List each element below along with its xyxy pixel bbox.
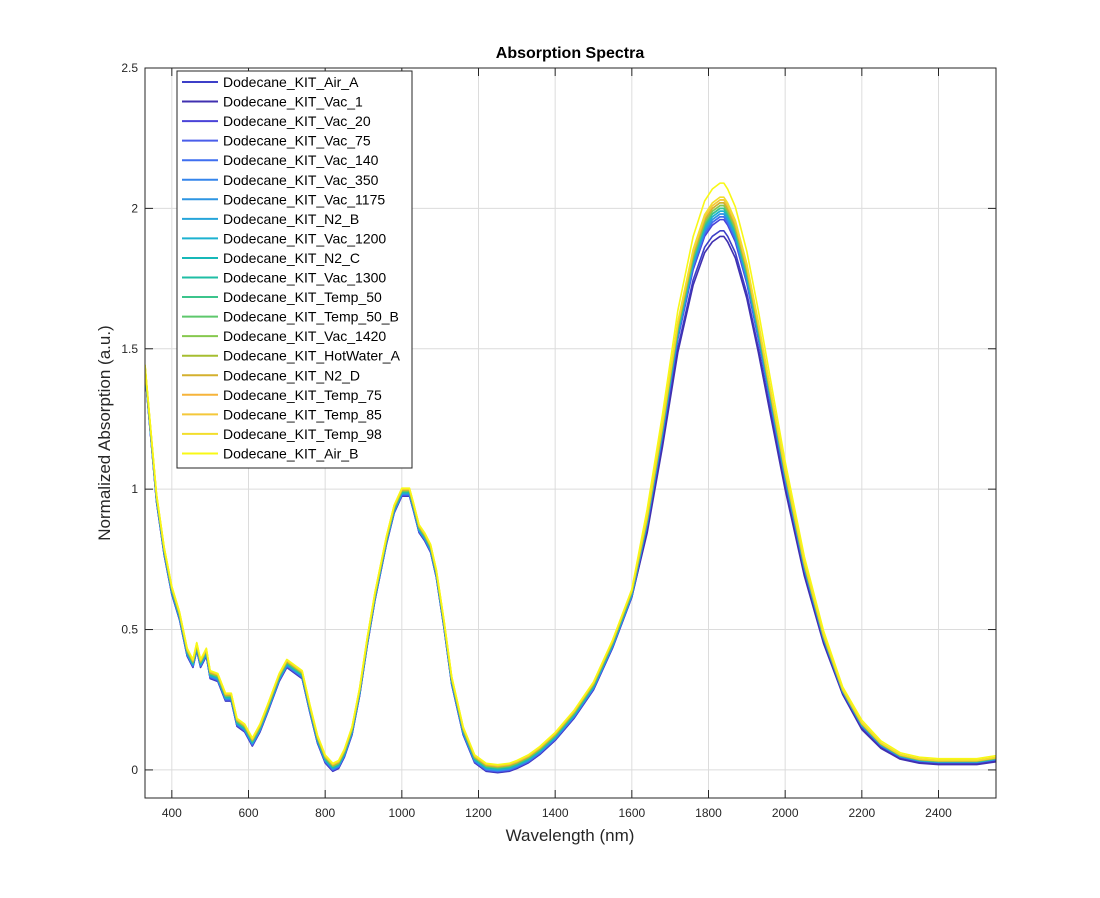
legend-label: Dodecane_KIT_N2_B [223,211,359,227]
legend-box [176,70,413,469]
axis-ticks: 400 600 800 1000 1200 1400 1600 1800 2000 2200 240… [121,61,996,820]
x-tick-label: 2400 [925,806,952,820]
x-tick-label: 800 [315,806,335,820]
legend-label: Dodecane_KIT_Vac_1300 [223,270,386,286]
legend-label: Dodecane_KIT_Vac_20 [223,113,371,129]
series-line [145,182,996,766]
x-tick-label: 1000 [388,806,415,820]
x-tick-label: 400 [162,806,182,820]
legend-label: Dodecane_KIT_Vac_1 [223,94,363,110]
x-axis-label: Wavelength (nm) [506,826,635,845]
legend-label: Dodecane_KIT_Air_B [223,445,358,461]
y-tick-label: 1.5 [121,342,138,356]
y-tick-label: 0 [131,763,138,777]
y-tick-label: 2 [131,201,138,215]
legend-label: Dodecane_KIT_Vac_350 [223,172,379,188]
y-tick-label: 2.5 [121,61,138,75]
x-tick-label: 2200 [848,806,875,820]
series-layer [145,182,996,774]
chart-title: Absorption Spectra [496,45,645,62]
legend-label: Dodecane_KIT_Temp_50_B [223,309,399,325]
y-axis-label: Normalized Absorption (a.u.) [95,325,114,540]
x-tick-label: 1800 [695,806,722,820]
y-tick-label: 1 [131,482,138,496]
x-tick-label: 1600 [618,806,645,820]
legend-label: Dodecane_KIT_N2_D [223,367,360,383]
plot-axes-box [144,67,997,799]
legend-label: Dodecane_KIT_Vac_75 [223,133,371,149]
legend-label: Dodecane_KIT_Vac_140 [223,152,379,168]
legend-label: Dodecane_KIT_Temp_85 [223,406,382,422]
legend-label: Dodecane_KIT_Air_A [223,74,359,90]
legend: Dodecane_KIT_Air_A Dodecane_KIT_Vac_1 Dode… [176,70,413,469]
legend-label: Dodecane_KIT_Vac_1200 [223,230,386,246]
legend-label: Dodecane_KIT_Temp_75 [223,387,382,403]
legend-label: Dodecane_KIT_Temp_50 [223,289,382,305]
y-tick-label: 0.5 [121,623,138,637]
x-tick-label: 1200 [465,806,492,820]
x-tick-label: 2000 [772,806,799,820]
legend-label: Dodecane_KIT_N2_C [223,250,360,266]
x-tick-label: 1400 [542,806,569,820]
x-tick-label: 600 [238,806,258,820]
legend-label: Dodecane_KIT_Temp_98 [223,426,382,442]
legend-label: Dodecane_KIT_Vac_1175 [223,191,385,207]
legend-label: Dodecane_KIT_Vac_1420 [223,328,386,344]
legend-label: Dodecane_KIT_HotWater_A [223,348,401,364]
